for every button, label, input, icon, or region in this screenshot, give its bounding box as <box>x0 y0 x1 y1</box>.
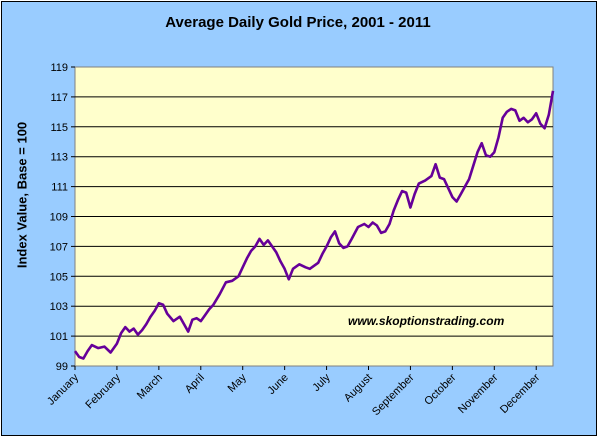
y-tick-label: 113 <box>50 152 68 164</box>
x-tick-marks <box>74 366 537 370</box>
y-tick-label: 109 <box>50 212 68 224</box>
y-tick-label: 117 <box>50 92 68 104</box>
y-tick-label: 103 <box>50 301 68 313</box>
series-line-gold-price <box>73 90 555 360</box>
y-tick-label: 107 <box>50 241 68 253</box>
x-tick-label: November <box>456 371 501 416</box>
y-tick-labels: 99 101 103 105 107 109 111 113 115 117 119 <box>50 62 75 373</box>
y-tick-label: 101 <box>50 331 68 343</box>
x-tick-label: January <box>45 371 82 408</box>
x-tick-label: August <box>342 372 375 405</box>
x-tick-label: May <box>226 371 250 395</box>
gridlines <box>75 96 553 337</box>
y-tick-label: 119 <box>50 62 68 74</box>
y-tick-label: 115 <box>50 122 68 134</box>
x-tick-label: December <box>498 371 543 416</box>
x-tick-label: April <box>183 372 207 396</box>
chart-title: Average Daily Gold Price, 2001 - 2011 <box>165 14 431 31</box>
x-tick-label: July <box>310 371 333 394</box>
x-tick-label: February <box>83 371 123 411</box>
watermark-text: www.skoptionstrading.com <box>348 314 505 328</box>
x-tick-label: October <box>422 371 458 407</box>
x-tick-label: June <box>265 372 290 397</box>
x-tick-labels: January February March April May June July Augu… <box>45 371 543 418</box>
y-tick-label: 99 <box>56 361 68 373</box>
y-tick-label: 111 <box>51 182 68 194</box>
x-tick-label: March <box>135 372 165 402</box>
y-tick-label: 105 <box>50 271 68 283</box>
x-tick-label: September <box>370 371 417 418</box>
